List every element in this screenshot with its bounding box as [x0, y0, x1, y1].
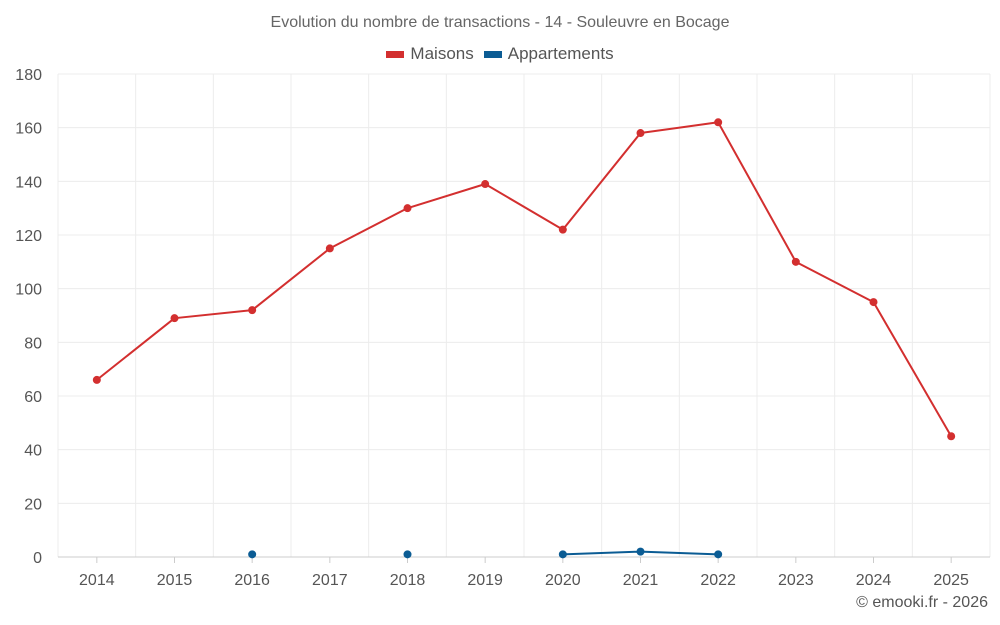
y-tick-labels: 0 20 40 60 80 100 120 140 160 180	[15, 67, 42, 567]
x-tick-label: 2019	[467, 572, 503, 589]
chart-title: Evolution du nombre de transactions - 14…	[270, 14, 730, 31]
x-tick-label: 2024	[856, 572, 892, 589]
y-tick-label: 160	[15, 121, 42, 138]
y-tick-label: 60	[24, 389, 42, 406]
chart-legend: Maisons Appartements	[0, 44, 1000, 64]
data-point-maisons	[791, 257, 800, 266]
legend-swatch-maisons	[386, 50, 405, 58]
x-tick-label: 2025	[933, 572, 969, 589]
y-tick-label: 40	[24, 443, 42, 460]
legend-item-appartements[interactable]: Appartements	[483, 44, 614, 64]
legend-swatch-appartements	[483, 50, 502, 58]
y-tick-label: 0	[33, 550, 42, 567]
legend-item-maisons[interactable]: Maisons	[386, 44, 474, 64]
x-tick-label: 2021	[623, 572, 659, 589]
axes	[58, 556, 990, 563]
data-point-maisons	[558, 225, 567, 234]
x-tick-label: 2023	[778, 572, 814, 589]
grid-lines	[57, 73, 991, 557]
x-tick-label: 2017	[312, 572, 348, 589]
data-point-maisons	[248, 306, 257, 315]
series-line-maisons	[96, 121, 953, 437]
data-point-appartements	[248, 550, 257, 559]
x-tick-label: 2015	[157, 572, 193, 589]
y-tick-label: 180	[15, 67, 42, 84]
data-point-maisons	[869, 298, 878, 307]
x-tick-labels: 2014 2015 2016 2017 2018 2019 2020 2021 2022 2023…	[79, 572, 969, 589]
series-group	[92, 118, 956, 559]
x-tick-label: 2014	[79, 572, 115, 589]
x-tick-label: 2016	[234, 572, 270, 589]
credit-text: © emooki.fr - 2026	[856, 594, 988, 611]
data-point-maisons	[92, 375, 101, 384]
x-tick-label: 2022	[700, 572, 736, 589]
data-point-maisons	[403, 204, 412, 213]
data-point-maisons	[714, 118, 723, 127]
data-point-maisons	[947, 432, 956, 441]
data-point-maisons	[636, 129, 645, 138]
data-point-appartements	[714, 550, 723, 559]
legend-label-appartements: Appartements	[507, 44, 614, 63]
y-tick-label: 20	[24, 496, 42, 513]
y-tick-label: 120	[15, 228, 42, 245]
legend-label-maisons: Maisons	[410, 44, 474, 63]
y-tick-label: 100	[15, 282, 42, 299]
data-point-appartements	[558, 550, 567, 559]
x-tick-label: 2018	[390, 572, 426, 589]
y-tick-label: 80	[24, 335, 42, 352]
y-tick-label: 140	[15, 174, 42, 191]
data-point-maisons	[481, 180, 490, 189]
data-point-appartements	[636, 547, 645, 556]
data-point-maisons	[170, 314, 179, 323]
data-point-appartements	[403, 550, 412, 559]
data-point-maisons	[325, 244, 334, 253]
x-tick-label: 2020	[545, 572, 581, 589]
